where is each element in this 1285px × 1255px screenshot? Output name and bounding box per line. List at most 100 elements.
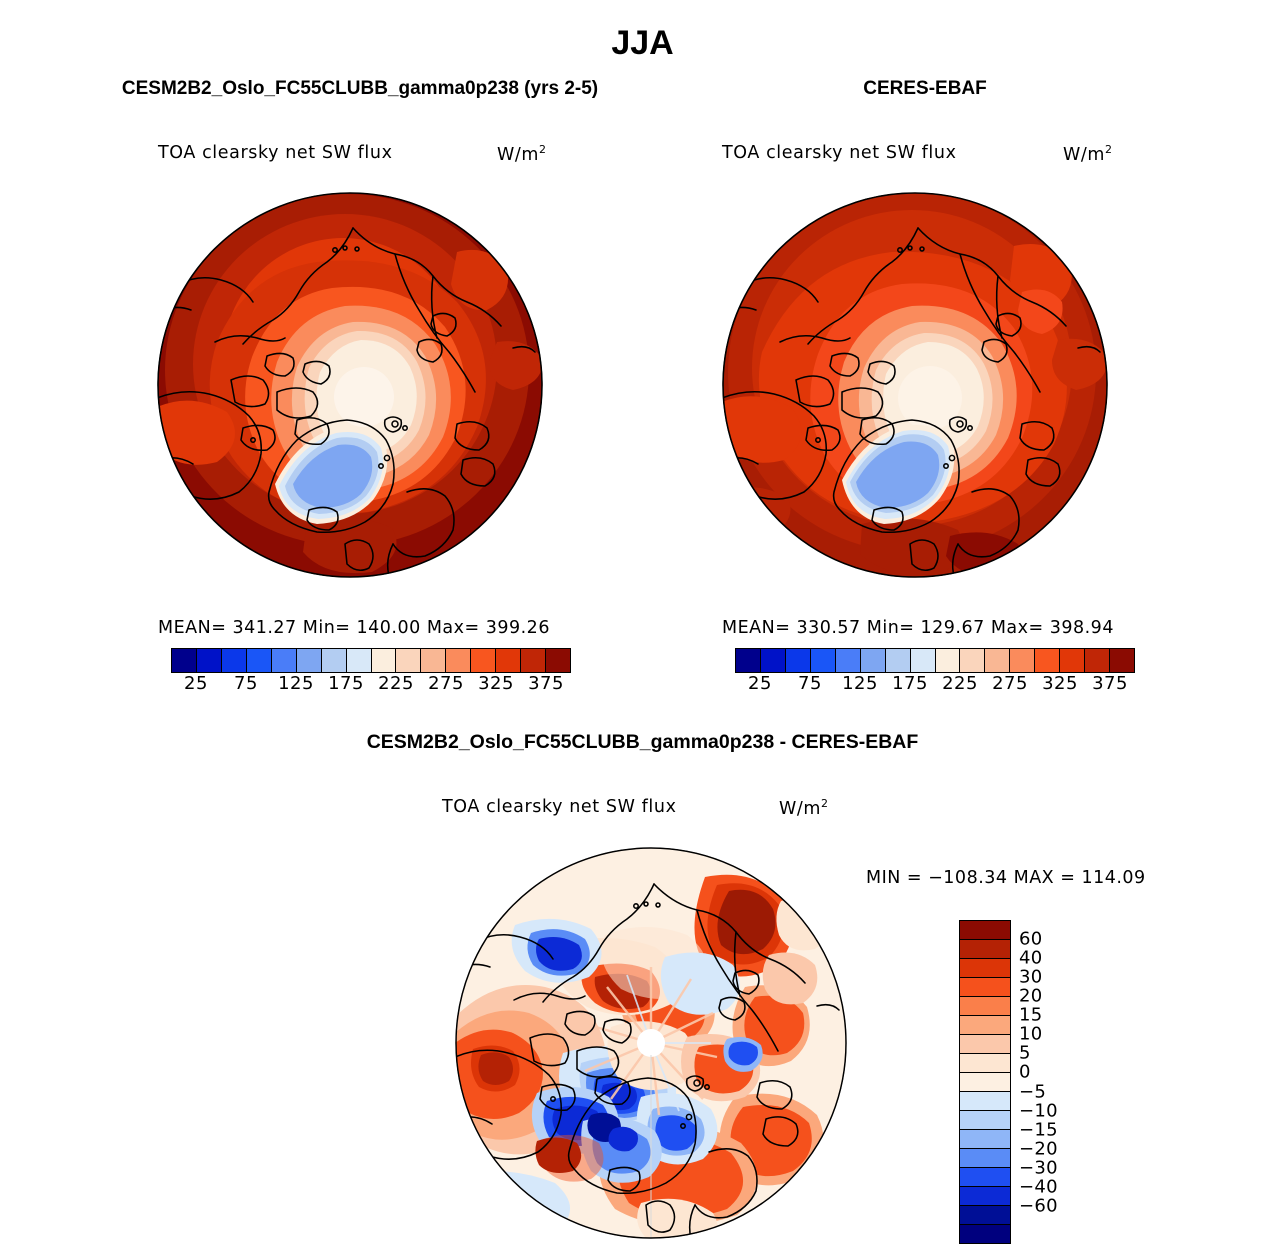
colorbar-cell (960, 1130, 1010, 1149)
colorbar-tick-label: −40 (1019, 1176, 1058, 1198)
obs-colorbar: 25 75 125 175 225 275 325 375 (735, 648, 1135, 699)
colorbar-cell (960, 997, 1010, 1016)
colorbar-cell (960, 1092, 1010, 1111)
obs-stats: MEAN= 330.57 Min= 129.67 Max= 398.94 (722, 618, 1114, 638)
colorbar-cell (960, 1035, 1010, 1054)
colorbar-cell (935, 649, 961, 672)
colorbar-tick-label: 60 (1019, 928, 1043, 950)
difference-units-exponent: 2 (821, 797, 829, 810)
colorbar-tick-label: −60 (1019, 1195, 1058, 1217)
colorbar-cell (396, 649, 422, 672)
colorbar-cell (521, 649, 547, 672)
colorbar-cell (960, 940, 1010, 959)
obs-colorbar-cells (735, 648, 1135, 673)
difference-colorbar-ticks: 60 40 30 20 15 10 5 0 −5 −10 −15 −20 −30 −40 −60 (1019, 920, 1109, 1244)
obs-units-label: W/m2 (1063, 143, 1113, 165)
season-title: JJA (611, 24, 674, 62)
colorbar-tick-label: −10 (1019, 1100, 1058, 1122)
colorbar-cell (960, 1225, 1010, 1243)
colorbar-tick-label: 175 (892, 673, 928, 694)
model-colorbar: 25 75 125 175 225 275 325 375 (171, 648, 571, 699)
difference-colorbar (959, 920, 1011, 1244)
difference-map-svg (455, 847, 847, 1239)
colorbar-tick-label: 75 (234, 673, 258, 694)
colorbar-cell (1010, 649, 1036, 672)
colorbar-tick-label: 375 (528, 673, 564, 694)
colorbar-tick-label: 125 (278, 673, 314, 694)
model-map-svg (157, 192, 543, 578)
colorbar-cell (785, 649, 811, 672)
colorbar-cell (960, 921, 1010, 940)
colorbar-tick-label: 40 (1019, 947, 1043, 969)
obs-units-text: W/m (1063, 144, 1106, 165)
colorbar-cell (885, 649, 911, 672)
colorbar-cell (960, 1016, 1010, 1035)
obs-panel-title: CERES-EBAF (863, 78, 987, 99)
colorbar-cell (960, 649, 986, 672)
difference-units-label: W/m2 (779, 797, 829, 819)
colorbar-cell (960, 1111, 1010, 1130)
colorbar-tick-label: 5 (1019, 1042, 1031, 1064)
colorbar-cell (296, 649, 322, 672)
colorbar-cell (985, 649, 1011, 672)
colorbar-cell (960, 1149, 1010, 1168)
obs-units-exponent: 2 (1105, 143, 1113, 156)
colorbar-cell (960, 1054, 1010, 1073)
colorbar-cell (1060, 649, 1086, 672)
model-variable-label: TOA clearsky net SW flux (158, 143, 393, 163)
colorbar-tick-label: 225 (378, 673, 414, 694)
model-polar-map (157, 192, 543, 578)
difference-variable-label: TOA clearsky net SW flux (442, 797, 677, 817)
colorbar-tick-label: 0 (1019, 1061, 1031, 1083)
model-units-label: W/m2 (497, 143, 547, 165)
model-colorbar-ticks: 25 75 125 175 225 275 325 375 (171, 673, 571, 699)
colorbar-cell (860, 649, 886, 672)
colorbar-cell (346, 649, 372, 672)
colorbar-cell (371, 649, 397, 672)
colorbar-cell (760, 649, 786, 672)
difference-variable-text: TOA clearsky net SW flux (442, 797, 677, 817)
model-colorbar-cells (171, 648, 571, 673)
obs-colorbar-ticks: 25 75 125 175 225 275 325 375 (735, 673, 1135, 699)
colorbar-cell (960, 978, 1010, 997)
colorbar-cell (960, 959, 1010, 978)
obs-map-svg (722, 192, 1108, 578)
colorbar-cell (960, 1168, 1010, 1187)
colorbar-cell (246, 649, 272, 672)
colorbar-cell (1085, 649, 1111, 672)
colorbar-cell (1110, 649, 1134, 672)
colorbar-cell (421, 649, 447, 672)
model-units-exponent: 2 (539, 143, 547, 156)
colorbar-tick-label: 375 (1092, 673, 1128, 694)
model-variable-text: TOA clearsky net SW flux (158, 143, 393, 163)
colorbar-cell (960, 1073, 1010, 1092)
difference-polar-map (455, 847, 847, 1239)
colorbar-tick-label: −15 (1019, 1119, 1058, 1141)
colorbar-cell (736, 649, 761, 672)
colorbar-tick-label: 325 (478, 673, 514, 694)
colorbar-tick-label: 30 (1019, 966, 1043, 988)
colorbar-cell (172, 649, 197, 672)
difference-panel-title: CESM2B2_Oslo_FC55CLUBB_gamma0p238 - CERE… (366, 731, 919, 753)
colorbar-tick-label: 225 (942, 673, 978, 694)
colorbar-tick-label: −20 (1019, 1138, 1058, 1160)
colorbar-tick-label: 275 (428, 673, 464, 694)
colorbar-cell (196, 649, 222, 672)
colorbar-cell (321, 649, 347, 672)
colorbar-tick-label: 125 (842, 673, 878, 694)
difference-stats: MIN = −108.34 MAX = 114.09 (866, 868, 1146, 888)
colorbar-cell (960, 1187, 1010, 1206)
colorbar-cell (221, 649, 247, 672)
colorbar-tick-label: −5 (1019, 1081, 1047, 1103)
colorbar-cell (271, 649, 297, 672)
obs-polar-map (722, 192, 1108, 578)
colorbar-tick-label: 10 (1019, 1023, 1043, 1045)
model-stats: MEAN= 341.27 Min= 140.00 Max= 399.26 (158, 618, 550, 638)
colorbar-tick-label: −30 (1019, 1157, 1058, 1179)
colorbar-cell (810, 649, 836, 672)
difference-units-text: W/m (779, 798, 822, 819)
model-panel-title: CESM2B2_Oslo_FC55CLUBB_gamma0p238 (yrs 2… (121, 78, 599, 99)
obs-variable-label: TOA clearsky net SW flux (722, 143, 957, 163)
colorbar-tick-label: 75 (798, 673, 822, 694)
colorbar-cell (546, 649, 570, 672)
